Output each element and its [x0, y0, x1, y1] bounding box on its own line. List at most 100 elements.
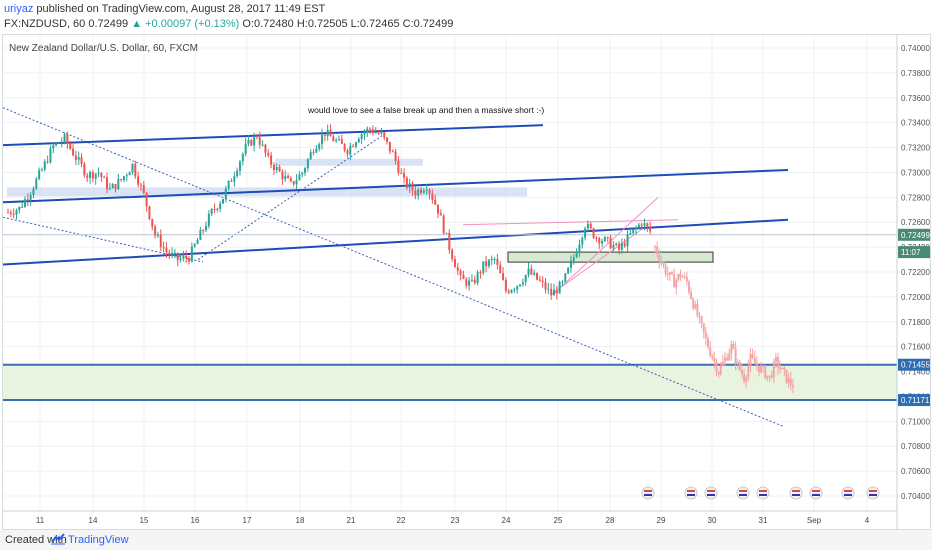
candle: [354, 141, 357, 149]
pink-channel-upper: [552, 196, 659, 295]
projected-candle: [704, 326, 707, 346]
candle: [66, 131, 69, 149]
projected-candle: [777, 352, 780, 376]
projected-candle: [662, 261, 665, 269]
long-diagonal-line: [3, 107, 784, 427]
candle: [422, 187, 425, 195]
projected-candle: [785, 369, 788, 384]
candle: [504, 277, 507, 294]
candle: [301, 171, 304, 178]
candle: [391, 149, 394, 153]
candle: [448, 229, 451, 254]
candle: [456, 262, 459, 276]
candle: [72, 144, 75, 157]
candle: [383, 131, 386, 141]
projected-candle: [698, 312, 701, 324]
candle: [649, 221, 652, 235]
projected-candle: [732, 340, 735, 350]
economic-event-icon[interactable]: [841, 486, 855, 500]
x-tick-label: 15: [140, 516, 149, 525]
candle: [598, 236, 601, 250]
economic-event-icon[interactable]: [789, 486, 803, 500]
economic-event-icon[interactable]: [684, 486, 698, 500]
author-link[interactable]: uriyaz: [4, 3, 34, 15]
demand-box: [507, 251, 714, 263]
candle: [388, 141, 391, 155]
chart-frame[interactable]: 0.704000.706000.708000.710000.712000.714…: [2, 34, 931, 530]
candle: [533, 269, 536, 277]
svg-text:11:07: 11:07: [901, 248, 921, 257]
candle: [405, 175, 408, 190]
economic-event-icon[interactable]: [736, 486, 750, 500]
candle: [117, 173, 120, 190]
candle: [38, 167, 41, 181]
economic-event-icon[interactable]: [756, 486, 770, 500]
chart-title: New Zealand Dollar/U.S. Dollar, 60, FXCM: [9, 43, 198, 54]
chart-annotation: would love to see a false break up and t…: [307, 105, 544, 115]
footer: Created with TradingView: [0, 530, 932, 550]
candle: [210, 207, 213, 216]
candle: [428, 188, 431, 200]
candle: [304, 166, 307, 177]
candle: [306, 157, 309, 172]
x-tick-label: 18: [296, 516, 305, 525]
y-tick-label: 0.73400: [901, 119, 930, 128]
projected-candle: [709, 340, 712, 358]
pink-flat-line: [462, 219, 679, 226]
candle: [77, 151, 80, 166]
x-tick-label: 28: [606, 516, 615, 525]
candle: [640, 222, 643, 230]
symbol-info: FX:NZDUSD, 60 0.72499 ▲ +0.00097 (+0.13%…: [4, 18, 453, 30]
projected-candle: [664, 261, 667, 278]
y-tick-label: 0.71600: [901, 343, 930, 352]
candle: [411, 180, 414, 196]
price-chart[interactable]: 0.704000.706000.708000.710000.712000.714…: [3, 35, 930, 529]
projected-candle: [749, 347, 752, 373]
candle: [516, 285, 519, 294]
candle: [366, 126, 369, 138]
candle: [52, 142, 55, 154]
candle: [620, 238, 623, 254]
candle: [255, 133, 258, 140]
candle: [264, 143, 267, 158]
economic-event-icon[interactable]: [866, 486, 880, 500]
event-icons[interactable]: [641, 486, 880, 500]
candle: [470, 274, 473, 283]
candle: [414, 185, 417, 200]
candle: [615, 242, 618, 247]
candle: [261, 140, 264, 147]
candle: [176, 252, 179, 267]
candle: [272, 162, 275, 176]
candle: [108, 182, 111, 191]
candle: [250, 138, 253, 147]
candle: [603, 235, 606, 242]
candle: [335, 137, 338, 143]
candle: [224, 185, 227, 203]
chart-header: uriyaz published on TradingView.com, Aug…: [0, 0, 932, 34]
candle: [321, 128, 324, 150]
projected-candle: [743, 368, 746, 385]
candle: [507, 288, 510, 295]
candle: [513, 287, 516, 294]
candle: [26, 193, 29, 206]
candle: [564, 272, 567, 283]
economic-event-icon[interactable]: [809, 486, 823, 500]
economic-event-icon[interactable]: [704, 486, 718, 500]
tradingview-brand[interactable]: TradingView: [68, 534, 129, 546]
x-tick-label: 24: [502, 516, 511, 525]
projected-candle: [696, 298, 699, 318]
economic-event-icon[interactable]: [641, 486, 655, 500]
candle: [369, 127, 372, 135]
candle: [386, 137, 389, 145]
zone-bottom-tag: 0.71171: [898, 394, 930, 407]
candle: [244, 137, 247, 157]
publish-info: uriyaz published on TradingView.com, Aug…: [4, 3, 325, 15]
candle: [340, 134, 343, 144]
candle: [420, 186, 423, 196]
candle: [193, 243, 196, 248]
candle: [555, 285, 558, 300]
projection: [654, 241, 794, 394]
projected-candle: [685, 271, 688, 286]
candle: [318, 142, 321, 152]
candle: [148, 205, 151, 221]
